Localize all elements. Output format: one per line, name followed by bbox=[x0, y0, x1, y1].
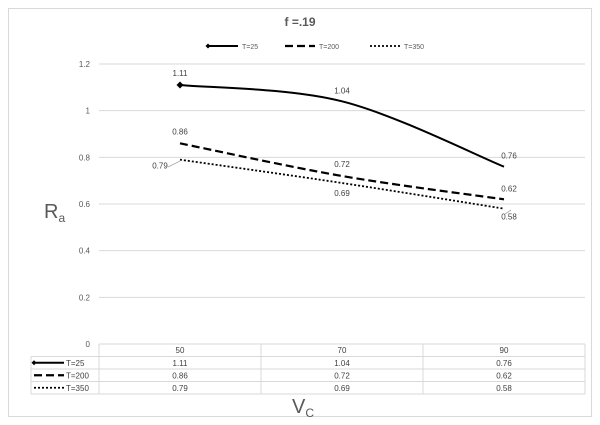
data-label: 1.04 bbox=[334, 86, 350, 95]
table-cell: 0.62 bbox=[496, 371, 512, 380]
x-tick-label: 70 bbox=[338, 346, 347, 355]
table-cell: 1.04 bbox=[334, 359, 350, 368]
table-cell: 0.58 bbox=[496, 384, 512, 393]
chart-title: f =.19 bbox=[284, 15, 315, 29]
table-row-label: T=350 bbox=[66, 384, 89, 393]
chart-frame bbox=[8, 8, 592, 417]
y-tick-label: 0.6 bbox=[79, 200, 91, 209]
data-label: 0.79 bbox=[152, 162, 168, 171]
table-cell: 1.11 bbox=[173, 359, 189, 368]
series-line bbox=[179, 84, 505, 168]
data-table: 50 70 90 T=25 1.11 1.04 0.76 T=200 0.86 0.72 0.62 T… bbox=[30, 343, 586, 395]
leader-line bbox=[504, 209, 512, 215]
series-line bbox=[179, 142, 505, 201]
data-label: 0.69 bbox=[334, 189, 350, 198]
table-cell: 0.72 bbox=[334, 371, 350, 380]
data-label: 0.86 bbox=[172, 127, 188, 136]
table-row-label: T=25 bbox=[66, 359, 85, 368]
x-tick-label: 90 bbox=[500, 346, 509, 355]
y-tick-label: 1.2 bbox=[79, 60, 91, 69]
x-tick-label: 50 bbox=[176, 346, 185, 355]
legend-label: T=25 bbox=[242, 44, 258, 51]
data-marker bbox=[176, 81, 184, 89]
table-cell: 0.69 bbox=[334, 384, 350, 393]
data-label: 0.72 bbox=[334, 160, 350, 169]
series-line bbox=[179, 158, 505, 210]
y-tick-label: 0.8 bbox=[79, 153, 91, 162]
table-cell: 0.79 bbox=[172, 384, 188, 393]
series-lines bbox=[176, 81, 505, 210]
data-label: 0.76 bbox=[501, 152, 517, 161]
x-axis-title: VC bbox=[292, 396, 314, 420]
legend-label: T=200 bbox=[319, 44, 339, 51]
legend-marker bbox=[205, 43, 211, 49]
y-tick-label: 1 bbox=[86, 107, 91, 116]
table-legend-marker bbox=[31, 360, 37, 366]
table-row-label: T=200 bbox=[66, 371, 89, 380]
y-axis-title: Ra bbox=[44, 201, 65, 225]
legend: T=25 T=200 T=350 bbox=[205, 43, 424, 51]
data-labels: 1.11 1.04 0.76 0.86 0.72 0.62 0.79 0.69 0.58 bbox=[152, 69, 517, 222]
y-tick-label: 0 bbox=[86, 340, 91, 349]
table-cell: 0.76 bbox=[496, 359, 512, 368]
legend-label: T=350 bbox=[404, 44, 424, 51]
data-label: 0.58 bbox=[501, 213, 517, 222]
y-axis-ticks: 0 0.2 0.4 0.6 0.8 1 1.2 bbox=[79, 60, 91, 349]
leader-line bbox=[167, 160, 181, 168]
y-tick-label: 0.4 bbox=[79, 247, 91, 256]
y-tick-label: 0.2 bbox=[79, 293, 91, 302]
gridlines bbox=[99, 63, 585, 345]
table-cell: 0.86 bbox=[172, 371, 188, 380]
data-label: 0.62 bbox=[501, 184, 517, 193]
data-label: 1.11 bbox=[173, 69, 189, 78]
